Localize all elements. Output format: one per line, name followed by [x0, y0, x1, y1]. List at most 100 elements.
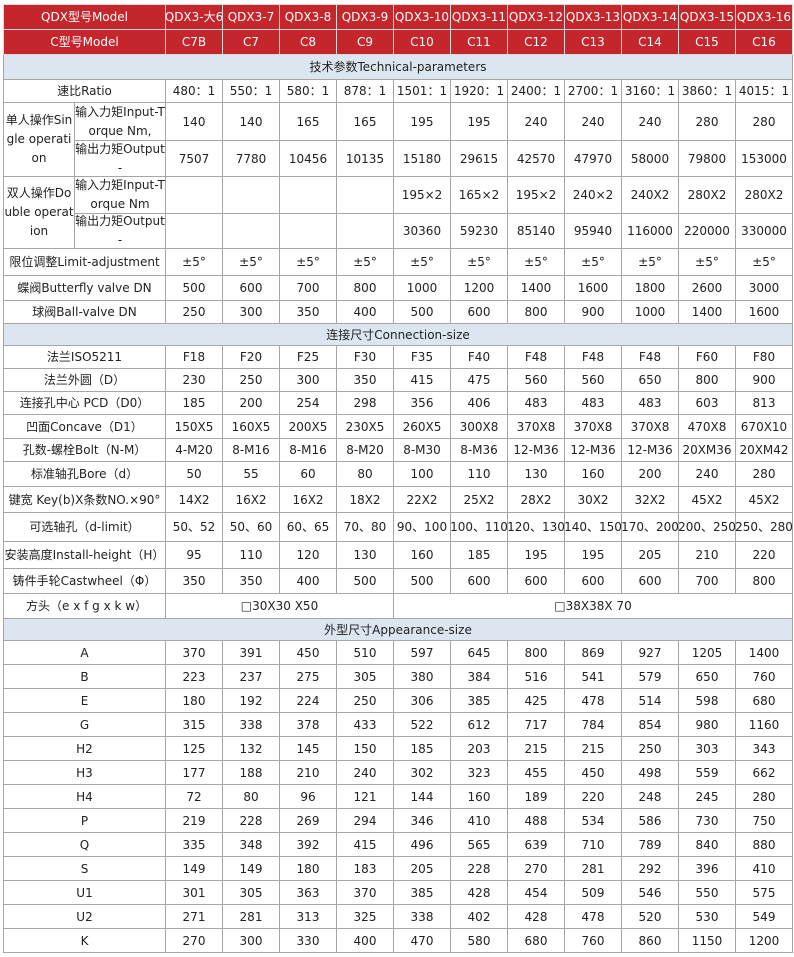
row-label: P — [3, 808, 166, 833]
value-cell-text: 346 — [410, 813, 434, 828]
value-cell: F40 — [450, 345, 508, 369]
value-cell-text: 130 — [524, 467, 548, 481]
value-cell-text: 8-M16 — [289, 443, 327, 457]
value-cell-text: 541 — [581, 669, 605, 684]
value-cell-text: 378 — [296, 717, 320, 732]
value-cell: 192 — [222, 688, 280, 713]
value-cell: 20XM36 — [678, 438, 736, 462]
value-cell-text: 670X10 — [740, 419, 788, 434]
value-cell-text: 2600 — [691, 281, 723, 295]
value-cell-text: 195×2 — [515, 188, 557, 202]
value-cell-text: 730 — [695, 813, 719, 828]
value-cell: F25 — [279, 345, 337, 369]
value-cell-text: 330 — [296, 933, 320, 948]
value-cell: 370 — [336, 880, 394, 905]
value-cell-text: 50、52 — [172, 520, 216, 534]
value-cell: 1400 — [735, 640, 793, 665]
value-cell-text: F60 — [695, 350, 719, 364]
value-cell-text: 789 — [638, 837, 662, 852]
value-cell: 16X2 — [279, 486, 337, 513]
row-label-text: 速比Ratio — [57, 84, 112, 98]
value-cell: 522 — [393, 712, 451, 737]
table-row: B 223 237 275 305 380 384 516 541 579 650 760 — [3, 664, 793, 689]
value-cell-text: 260X5 — [402, 419, 442, 434]
value-cell: 1150 — [678, 928, 736, 953]
value-cell: 680 — [507, 928, 565, 953]
value-cell-text: 680 — [752, 693, 776, 708]
value-cell-text: 800 — [695, 373, 719, 387]
row-label: Q — [3, 832, 166, 857]
value-cell: 541 — [564, 664, 622, 689]
value-cell-text: 370X8 — [573, 419, 613, 434]
value-cell: 1160 — [735, 712, 793, 737]
value-cell-text: 579 — [638, 669, 662, 684]
value-cell: 330000 — [735, 213, 793, 249]
value-cell-text: 95940 — [573, 224, 613, 238]
value-cell-text: 60、65 — [286, 520, 330, 534]
value-cell: 30360 — [393, 213, 451, 249]
model-name: QDX3-大6 — [165, 4, 223, 30]
value-cell: ±5° — [165, 248, 223, 276]
value-cell: 195 — [564, 541, 622, 569]
table-row: K 270 300 330 400 470 580 680 760 860 1150 1200 — [3, 928, 793, 953]
value-cell: 260X5 — [393, 414, 451, 439]
value-cell-text: 8-M36 — [460, 443, 498, 457]
value-cell-text: 170、200 — [622, 520, 678, 534]
value-cell: 370X8 — [621, 414, 679, 439]
value-cell-text: 550：1 — [229, 84, 273, 98]
value-cell-text: 144 — [410, 789, 434, 804]
value-cell-text: 219 — [182, 813, 206, 828]
value-cell: 90、100 — [393, 512, 451, 542]
value-cell: 813 — [735, 391, 793, 415]
row-label-text: 输入力矩Input-Torque Nm, — [75, 104, 165, 138]
value-cell-text: 160X5 — [231, 419, 271, 434]
row-label: U2 — [3, 904, 166, 929]
value-cell: 165 — [279, 102, 337, 141]
row-label: 限位调整Limit-adjustment — [3, 248, 166, 276]
value-cell-text: 509 — [581, 885, 605, 900]
header-label: C型号Model — [3, 29, 166, 55]
value-cell-text: 854 — [638, 717, 662, 732]
value-cell-text: 313 — [296, 909, 320, 924]
value-cell-text: 385 — [410, 885, 434, 900]
value-cell-text: 200X5 — [288, 419, 328, 434]
value-cell-text: 149 — [182, 861, 206, 876]
value-cell: 189 — [507, 784, 565, 809]
value-cell: 188 — [222, 760, 280, 785]
value-cell: 240×2 — [564, 176, 622, 214]
value-cell: F20 — [222, 345, 280, 369]
value-cell: 160 — [393, 541, 451, 569]
value-cell: 639 — [507, 832, 565, 857]
value-cell-text: 480：1 — [172, 84, 216, 98]
value-cell-text: 612 — [467, 717, 491, 732]
value-cell-text — [166, 177, 222, 213]
value-cell: 1400 — [678, 300, 736, 324]
model-name-text: QDX3-10 — [394, 10, 450, 24]
value-cell: 363 — [279, 880, 337, 905]
value-cell: 500 — [336, 568, 394, 594]
row-label: 可选轴孔（d-limit） — [3, 512, 166, 542]
row-label-text: 输出力矩Output- — [75, 214, 165, 247]
value-cell: 480：1 — [165, 79, 223, 103]
value-cell-text: 1600 — [748, 305, 780, 319]
value-cell-text: 900 — [581, 305, 605, 319]
value-cell: 271 — [165, 904, 223, 929]
row-label: 蝶阀Butterfly valve DN — [3, 275, 166, 301]
value-cell: 220 — [564, 784, 622, 809]
value-cell-text: 500 — [410, 305, 434, 319]
value-cell: 29615 — [450, 140, 508, 177]
value-cell: 860 — [621, 928, 679, 953]
value-cell: 45X2 — [735, 486, 793, 513]
table-row: Q 335 348 392 415 496 565 639 710 789 840 880 — [3, 832, 793, 857]
value-cell: 598 — [678, 688, 736, 713]
value-cell: 927 — [621, 640, 679, 665]
value-cell: 205 — [621, 541, 679, 569]
value-cell-text: 300 — [239, 305, 263, 319]
model-name: QDX3-11 — [450, 4, 508, 30]
value-cell-text: 565 — [467, 837, 491, 852]
value-cell: 50 — [165, 461, 223, 487]
value-cell-text: 18X2 — [349, 492, 381, 507]
value-cell-text: 230 — [182, 373, 206, 387]
c-model-name-text: C12 — [524, 35, 548, 49]
value-cell: 200 — [222, 391, 280, 415]
